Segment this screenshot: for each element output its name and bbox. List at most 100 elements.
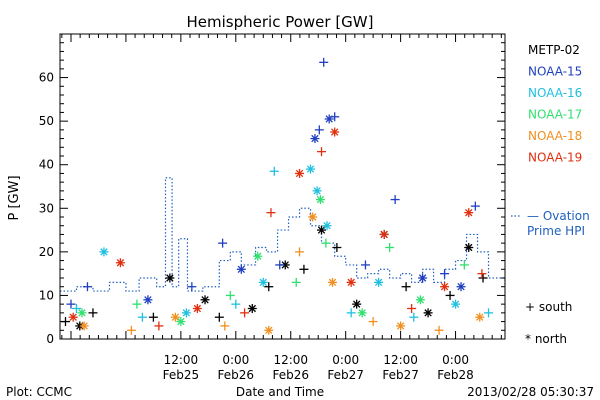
point-noaa-17-2 <box>176 317 186 327</box>
footer-timestamp: 2013/02/28 05:30:37 <box>467 385 594 399</box>
footer-plot-credit: Plot: CCMC <box>6 385 72 399</box>
point-noaa-18-10 <box>434 325 444 335</box>
point-noaa-17-3 <box>225 290 235 300</box>
point-metp-02-8 <box>264 282 274 292</box>
y-axis-label: P [GW] <box>7 175 22 220</box>
y-tick-label: 0 <box>46 332 54 346</box>
plot-frame <box>59 33 506 340</box>
model-layer <box>60 177 506 292</box>
point-noaa-19-5 <box>266 208 276 218</box>
x-tick-label-time: 0:00 <box>332 353 359 367</box>
point-metp-02-7 <box>247 304 257 313</box>
point-noaa-18-6 <box>308 212 318 222</box>
point-noaa-15-15 <box>440 269 450 279</box>
point-noaa-16-3 <box>181 308 191 318</box>
point-metp-02-6 <box>214 312 224 322</box>
point-noaa-18-9 <box>396 321 406 331</box>
point-noaa-17-0 <box>77 308 87 318</box>
x-tick-label-date: Feb27 <box>327 368 364 382</box>
legend-noaa-17: NOAA-17 <box>528 108 582 122</box>
point-noaa-16-4 <box>231 299 241 309</box>
point-noaa-19-2 <box>154 321 164 331</box>
y-tick-label: 10 <box>39 288 54 302</box>
y-tick-label: 50 <box>39 114 54 128</box>
legend-model-line-1: — Ovation <box>527 209 590 223</box>
point-noaa-17-4 <box>253 251 263 261</box>
x-tick-label-time: 12:00 <box>273 353 308 367</box>
x-tick-label-time: 12:00 <box>383 353 418 367</box>
point-noaa-15-12 <box>360 260 370 270</box>
point-noaa-18-7 <box>327 277 337 287</box>
point-metp-02-19 <box>478 273 488 283</box>
point-metp-02-4 <box>148 312 158 322</box>
x-axis-label: Date and Time <box>236 385 324 399</box>
point-metp-02-5 <box>200 295 210 305</box>
y-axis: 0 10 20 30 40 50 60 <box>39 33 505 346</box>
point-metp-02-11 <box>317 225 327 235</box>
point-metp-02-10 <box>299 264 309 274</box>
point-noaa-17-1 <box>132 299 142 309</box>
chart-title: Hemispheric Power [GW] <box>187 13 374 31</box>
point-noaa-15-14 <box>418 273 428 283</box>
point-noaa-19-0 <box>68 312 78 322</box>
point-noaa-19-6 <box>295 168 305 178</box>
point-noaa-15-7 <box>310 134 320 144</box>
x-axis: 12:00Feb250:00Feb2612:00Feb260:00Feb2712… <box>61 34 502 382</box>
x-tick-label-date: Feb27 <box>382 368 419 382</box>
point-metp-02-15 <box>401 282 411 292</box>
point-metp-02-16 <box>423 308 433 318</box>
point-noaa-18-5 <box>295 247 305 257</box>
point-noaa-17-5 <box>291 277 301 287</box>
point-metp-02-13 <box>352 299 362 309</box>
point-noaa-19-13 <box>464 208 474 218</box>
point-noaa-15-2 <box>143 295 153 305</box>
points-layer <box>60 57 494 335</box>
point-noaa-16-7 <box>306 164 316 174</box>
point-noaa-18-11 <box>475 312 485 322</box>
point-noaa-16-5 <box>258 277 268 287</box>
point-metp-02-12 <box>332 243 342 252</box>
point-noaa-18-2 <box>170 312 180 322</box>
point-noaa-15-3 <box>187 282 197 292</box>
x-tick-label-date: Feb25 <box>163 368 200 382</box>
point-noaa-18-3 <box>220 321 230 331</box>
point-noaa-19-1 <box>115 258 125 268</box>
y-tick-label: 40 <box>39 158 54 172</box>
x-tick-label-time: 0:00 <box>442 353 469 367</box>
marker-legend-north: * north <box>525 332 567 346</box>
point-noaa-15-9 <box>319 57 329 67</box>
point-metp-02-18 <box>464 243 474 252</box>
x-tick-label-time: 12:00 <box>164 353 199 367</box>
point-metp-02-2 <box>88 308 98 318</box>
point-noaa-19-12 <box>440 282 450 292</box>
point-noaa-17-10 <box>415 295 425 305</box>
point-noaa-15-10 <box>324 114 334 124</box>
y-tick-label: 20 <box>39 245 54 259</box>
point-noaa-19-7 <box>317 147 327 157</box>
point-noaa-19-8 <box>330 127 340 137</box>
point-noaa-15-4 <box>218 238 228 248</box>
point-noaa-15-0 <box>66 299 76 309</box>
point-noaa-15-17 <box>470 201 480 211</box>
x-tick-label-time: 0:00 <box>222 353 249 367</box>
point-noaa-17-9 <box>385 243 395 252</box>
point-noaa-17-7 <box>321 238 331 248</box>
point-noaa-15-6 <box>275 260 285 270</box>
point-noaa-18-0 <box>79 321 89 331</box>
legend-model-line-2: Prime HPI <box>527 224 585 238</box>
point-noaa-16-2 <box>137 312 147 322</box>
legend-noaa-15: NOAA-15 <box>528 65 582 79</box>
point-noaa-15-16 <box>456 282 466 292</box>
x-tick-label-date: Feb26 <box>272 368 309 382</box>
legend-metp-02: METP-02 <box>528 43 580 57</box>
x-tick-label-date: Feb26 <box>218 368 255 382</box>
point-noaa-19-4 <box>240 308 250 318</box>
point-noaa-16-0 <box>71 304 81 313</box>
point-noaa-16-14 <box>484 308 494 318</box>
y-tick-label: 60 <box>39 71 54 85</box>
point-noaa-18-8 <box>368 317 378 327</box>
y-tick-label: 30 <box>39 201 54 215</box>
point-noaa-19-10 <box>379 229 389 239</box>
point-noaa-15-13 <box>390 195 400 205</box>
